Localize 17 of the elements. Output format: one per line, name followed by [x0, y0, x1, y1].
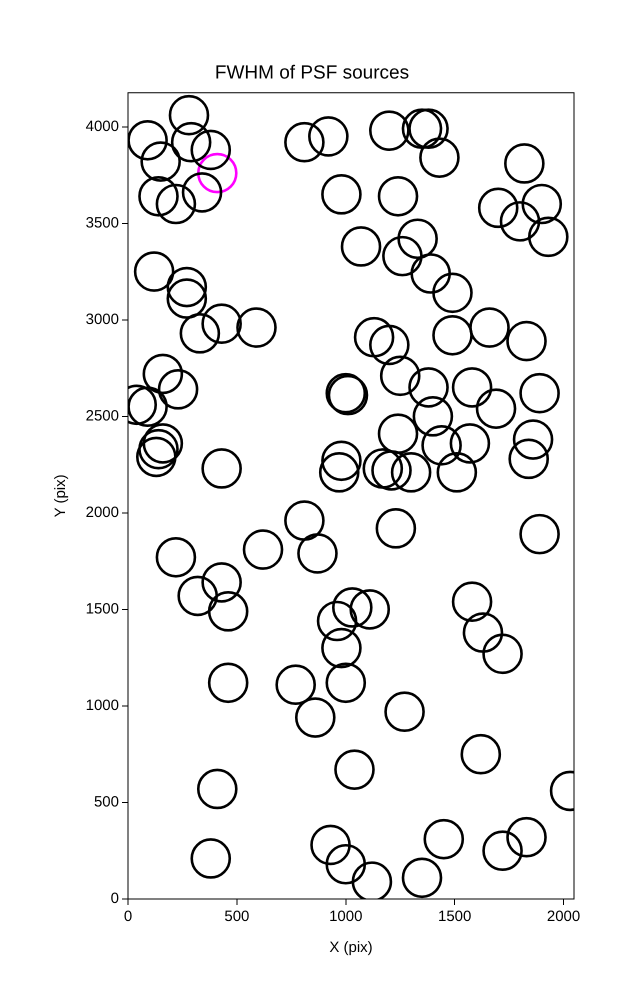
x-tick-label: 2000	[546, 908, 580, 926]
chart-title: FWHM of PSF sources	[214, 62, 410, 84]
y-tick-label: 3500	[86, 214, 119, 232]
x-axis-title: X (pix)	[329, 939, 373, 956]
y-tick-label: 4000	[86, 118, 119, 135]
y-tick-label: 1500	[86, 600, 119, 618]
y-tick-label: 0	[110, 890, 119, 908]
y-tick-label: 1000	[86, 697, 119, 714]
x-tick-label: 1500	[438, 908, 472, 926]
x-tick-label: 1000	[329, 908, 362, 926]
x-tick-label: 500	[224, 908, 250, 926]
y-tick-label: 2500	[86, 408, 119, 424]
x-tick-label: 0	[124, 908, 132, 926]
y-tick-label: 500	[94, 794, 119, 811]
y-axis-title: Y (pix)	[52, 474, 70, 518]
y-tick-label: 2000	[86, 504, 119, 522]
y-tick-label: 3000	[86, 310, 119, 328]
